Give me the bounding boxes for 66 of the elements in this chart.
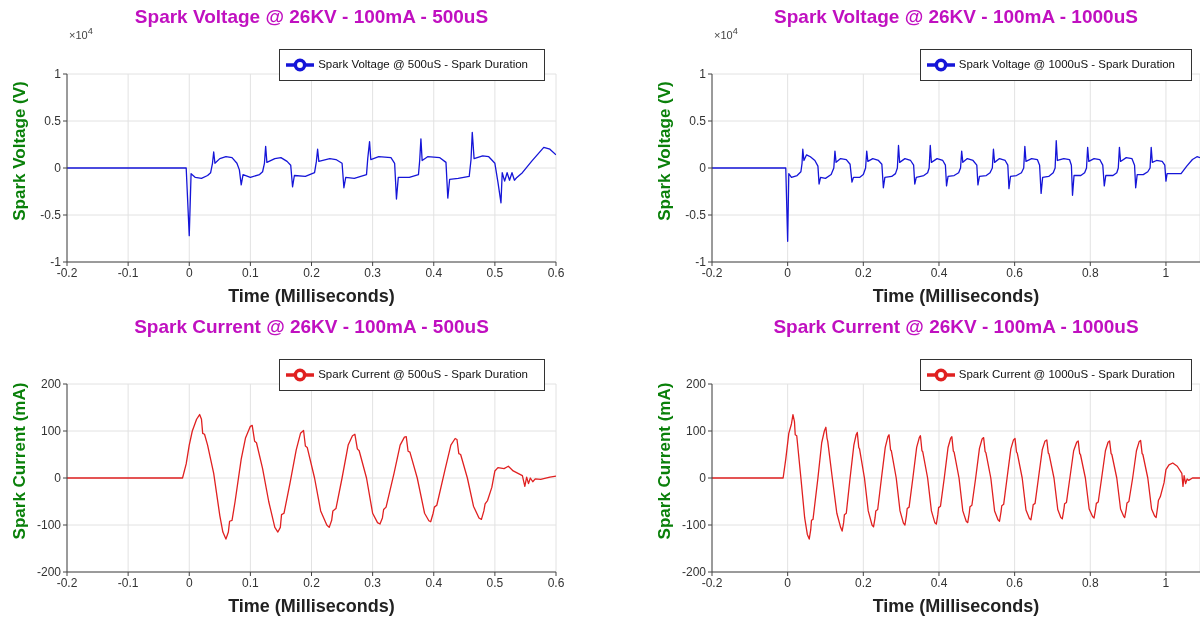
x-tick-label: -0.1 [117, 265, 139, 280]
y-tick-label: 200 [685, 377, 707, 392]
y-axis-title: Spark Voltage (V) [10, 80, 30, 223]
x-axis-title: Time (Milliseconds) [227, 596, 396, 617]
x-tick-label: 0.6 [1006, 575, 1024, 590]
x-axis-title: Time (Milliseconds) [227, 286, 396, 307]
y-tick-label: 100 [685, 424, 707, 439]
y-tick-label: 200 [40, 377, 62, 392]
x-tick-label: 0.2 [303, 265, 321, 280]
x-tick-label: 0 [185, 265, 193, 280]
y-axis-title: Spark Current (mA) [10, 381, 30, 542]
y-tick-label: -0.5 [685, 208, 707, 223]
x-tick-label: -0.1 [117, 575, 139, 590]
y-tick-label: -0.5 [40, 208, 62, 223]
x-tick-label: 0.6 [547, 265, 565, 280]
x-tick-label: 0.2 [854, 265, 872, 280]
y-axis-title: Spark Current (mA) [655, 381, 675, 542]
x-tick-label: 0.2 [854, 575, 872, 590]
x-axis-title: Time (Milliseconds) [871, 286, 1041, 307]
x-tick-label: 1 [1162, 265, 1170, 280]
chart-title: Spark Voltage @ 26KV - 100mA - 1000uS [774, 6, 1138, 27]
y-axis-title: Spark Voltage (V) [655, 80, 675, 223]
y-tick-label: 0 [54, 161, 62, 176]
y-tick-label: 1 [699, 67, 707, 82]
x-tick-label: 0.1 [242, 575, 260, 590]
x-tick-label: 0.8 [1081, 575, 1099, 590]
y-tick-label: 0 [699, 161, 707, 176]
legend-label: Spark Current @ 500uS - Spark Duration [318, 368, 528, 381]
x-tick-label: 0.3 [364, 575, 382, 590]
chart-title: Spark Voltage @ 26KV - 100mA - 500uS [134, 6, 489, 27]
legend-label: Spark Voltage @ 1000uS - Spark Duration [958, 58, 1175, 71]
y-tick-label: 0.5 [44, 114, 62, 129]
x-tick-label: 0.6 [1006, 265, 1024, 280]
x-axis-title: Time (Milliseconds) [871, 596, 1041, 617]
text: ×10$^{4}$ [69, 26, 93, 41]
x-tick-label: 0.5 [486, 575, 504, 590]
y-tick-label: 1 [54, 67, 62, 82]
y-tick-label: -100 [681, 518, 707, 533]
x-tick-label: 0.3 [364, 265, 382, 280]
x-tick-label: 0.1 [242, 265, 260, 280]
line-series [67, 413, 556, 540]
line-series [67, 131, 556, 237]
x-tick-label: 0 [784, 575, 792, 590]
y-tick-label: 0.5 [689, 114, 707, 129]
line-series [712, 413, 1200, 540]
x-tick-label: 0.2 [303, 575, 321, 590]
legend-label: Spark Voltage @ 500uS - Spark Duration [318, 58, 528, 71]
legend-label: Spark Current @ 1000uS - Spark Duration [958, 368, 1175, 381]
y-tick-label: -100 [36, 518, 62, 533]
y-tick-label: 100 [40, 424, 62, 439]
chart-title: Spark Current @ 26KV - 100mA - 1000uS [772, 316, 1140, 338]
x-tick-label: 0.5 [486, 265, 504, 280]
x-tick-label: 0.8 [1081, 265, 1099, 280]
text: ×10$^{4}$ [714, 26, 738, 41]
x-tick-label: 0.4 [425, 265, 443, 280]
chart-title: Spark Current @ 26KV - 100mA - 500uS [133, 316, 490, 338]
x-tick-label: 0.4 [930, 575, 948, 590]
x-tick-label: 0.6 [547, 575, 565, 590]
x-tick-label: 0 [185, 575, 193, 590]
x-tick-label: 0 [784, 265, 792, 280]
y-tick-label: 0 [54, 471, 62, 486]
y-tick-label: 0 [699, 471, 707, 486]
x-tick-label: 0.4 [425, 575, 443, 590]
x-tick-label: 0.4 [930, 265, 948, 280]
line-series [712, 140, 1200, 242]
x-tick-label: 1 [1162, 575, 1170, 590]
